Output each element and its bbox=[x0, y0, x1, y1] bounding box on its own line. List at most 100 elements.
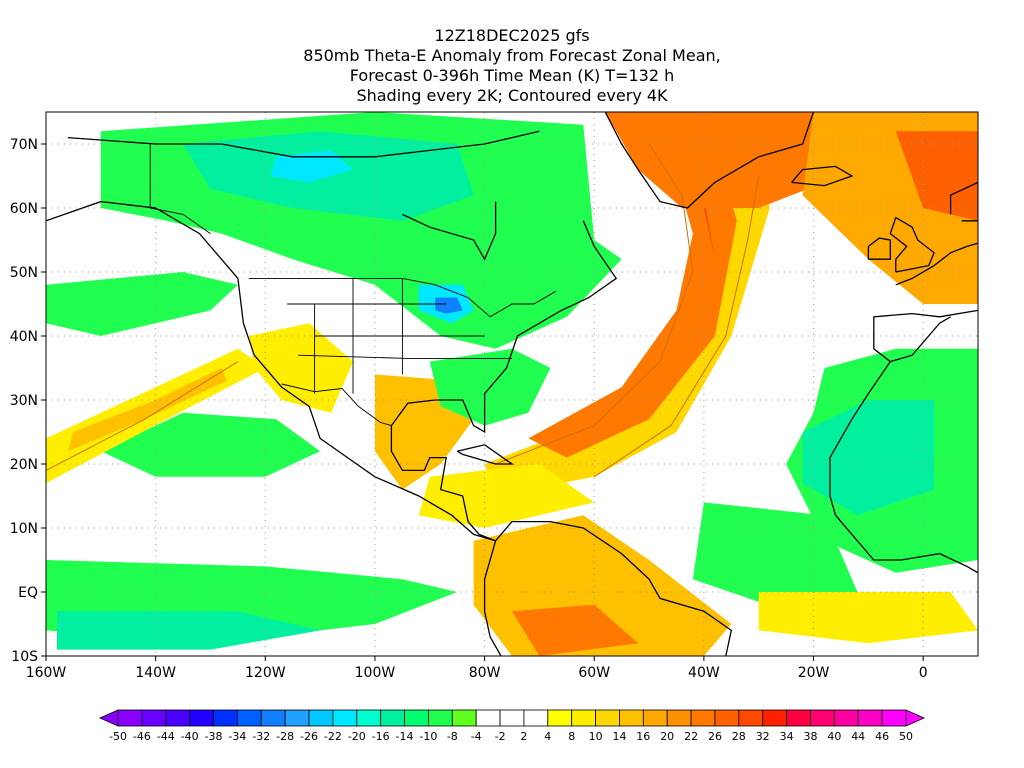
colorbar-label: 14 bbox=[613, 730, 627, 743]
lon-tick-label: 120W bbox=[245, 665, 286, 681]
colorbar-swatch bbox=[499, 709, 525, 727]
colorbar-label: 2 bbox=[520, 730, 527, 743]
colorbar-swatch bbox=[332, 709, 358, 727]
alaska-border bbox=[149, 144, 211, 234]
colorbar-swatch bbox=[260, 709, 286, 727]
colorbar-swatch bbox=[141, 709, 167, 727]
mexico-yucatan bbox=[390, 425, 496, 542]
colorbar-swatch bbox=[356, 709, 382, 727]
colorbar-label: 22 bbox=[684, 730, 698, 743]
coastlines bbox=[46, 112, 978, 656]
colorbar-label: 34 bbox=[780, 730, 794, 743]
shade-greatlakes-blue bbox=[435, 297, 463, 314]
colorbar-label: -10 bbox=[419, 730, 437, 743]
contour-hawaii bbox=[46, 361, 239, 471]
shade-europe-red bbox=[895, 131, 978, 221]
shading-layer bbox=[46, 112, 978, 656]
lat-tick-label: 30N bbox=[10, 393, 38, 409]
lon-tick-label: 60W bbox=[578, 665, 610, 681]
colorbar-label: 26 bbox=[708, 730, 722, 743]
colorbar-label: -26 bbox=[300, 730, 318, 743]
colorbar-swatch bbox=[571, 709, 596, 727]
lon-tick-label: 80W bbox=[469, 665, 501, 681]
colorbar-swatch bbox=[284, 709, 310, 727]
colorbar-label: 50 bbox=[899, 730, 913, 743]
lon-tick-label: 100W bbox=[355, 665, 396, 681]
arctic-coast bbox=[67, 130, 540, 158]
us-mexico-border bbox=[281, 383, 392, 427]
south-america-west bbox=[483, 540, 502, 656]
colorbar-swatch bbox=[810, 709, 835, 727]
contour-plume-west bbox=[495, 143, 694, 465]
colorbar-label: -4 bbox=[471, 730, 482, 743]
africa-coast bbox=[829, 361, 978, 574]
colorbar-swatch bbox=[380, 709, 405, 727]
lon-tick-label: 40W bbox=[688, 665, 720, 681]
colorbar-label: -40 bbox=[181, 730, 199, 743]
shade-hawaii-orange bbox=[67, 368, 227, 452]
colorbar-label: 8 bbox=[568, 730, 575, 743]
colorbar-label: -50 bbox=[109, 730, 127, 743]
colorbar-swatch bbox=[833, 709, 859, 727]
lon-tick-label: 0 bbox=[919, 665, 928, 681]
title-line-4: Shading every 2K; Contoured every 4K bbox=[356, 86, 668, 105]
colorbar-swatch bbox=[619, 709, 644, 727]
contour-plume-east bbox=[593, 175, 760, 478]
france-uk bbox=[895, 242, 978, 286]
title-line-2: 850mb Theta-E Anomaly from Forecast Zona… bbox=[303, 46, 721, 65]
gridlines bbox=[46, 112, 978, 656]
colorbar-label: -20 bbox=[348, 730, 366, 743]
colorbar-label: -34 bbox=[228, 730, 246, 743]
colorbar-label: 44 bbox=[851, 730, 865, 743]
hudson-bay bbox=[402, 201, 497, 261]
lon-tick-label: 140W bbox=[135, 665, 176, 681]
iceland bbox=[791, 165, 854, 187]
colorbar-label: -22 bbox=[324, 730, 342, 743]
colorbar-swatch bbox=[475, 709, 501, 727]
colorbar-label: 38 bbox=[804, 730, 818, 743]
colorbar-label: -28 bbox=[276, 730, 294, 743]
colorbar-label: 32 bbox=[756, 730, 770, 743]
colorbar-label: 28 bbox=[732, 730, 746, 743]
map-frame bbox=[45, 111, 979, 657]
lat-tick-label: EQ bbox=[18, 585, 38, 601]
colorbar-label: 20 bbox=[660, 730, 674, 743]
colorbar-label: -46 bbox=[133, 730, 151, 743]
lat-tick-label: 70N bbox=[10, 137, 38, 153]
contour-layer bbox=[46, 143, 760, 478]
shade-pacific-n bbox=[46, 272, 238, 336]
colorbar-label: 46 bbox=[875, 730, 889, 743]
colorbar-label: -38 bbox=[205, 730, 223, 743]
political-borders bbox=[149, 144, 557, 427]
colorbar-swatch bbox=[786, 709, 811, 727]
colorbar-swatch bbox=[117, 709, 143, 727]
norway bbox=[949, 181, 978, 222]
colorbar-swatch bbox=[236, 709, 262, 727]
colorbar-swatch bbox=[762, 709, 788, 727]
shade-samerica-red bbox=[512, 604, 639, 656]
colorbar-swatch bbox=[404, 709, 429, 727]
shade-greenland bbox=[605, 112, 858, 208]
colorbar-label: -44 bbox=[157, 730, 175, 743]
lat-tick-label: 20N bbox=[10, 457, 38, 473]
colorbar-max-arrow bbox=[905, 709, 925, 727]
lat-tick-label: 60N bbox=[10, 201, 38, 217]
colorbar-swatch bbox=[666, 709, 692, 727]
title-line-3: Forecast 0-396h Time Mean (K) T=132 h bbox=[349, 66, 675, 85]
south-america-coast bbox=[495, 520, 733, 656]
title-line-1: 12Z18DEC2025 gfs bbox=[434, 26, 590, 45]
colorbar-swatch bbox=[213, 709, 238, 727]
lon-tick-label: 20W bbox=[798, 665, 830, 681]
great-britain bbox=[889, 216, 935, 273]
lon-tick-label: 160W bbox=[26, 665, 67, 681]
state-line-36n bbox=[298, 354, 512, 359]
colorbar-swatch bbox=[523, 709, 549, 727]
gulf-atlantic-coast bbox=[390, 220, 618, 434]
shade-s-atlantic bbox=[692, 502, 858, 612]
colorbar-min-arrow bbox=[99, 709, 119, 727]
colorbar-swatch bbox=[428, 709, 453, 727]
colorbar-swatch bbox=[451, 709, 477, 727]
colorbar-label: -32 bbox=[252, 730, 270, 743]
colorbar-swatch bbox=[642, 709, 668, 727]
